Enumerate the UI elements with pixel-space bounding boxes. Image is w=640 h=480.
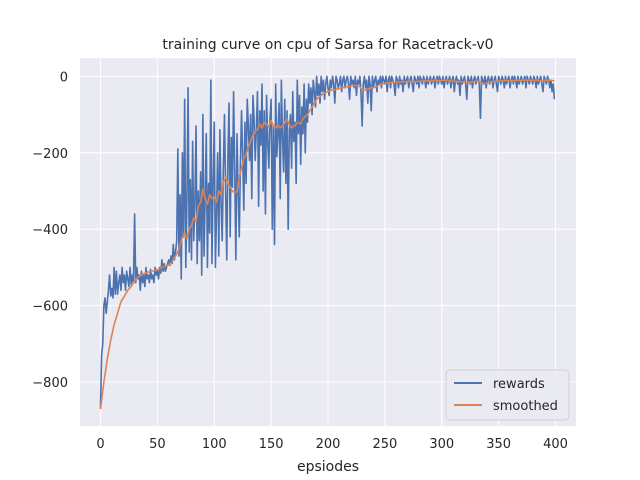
series-layer xyxy=(99,75,556,409)
x-tick-label: 150 xyxy=(259,437,284,452)
x-tick-label: 100 xyxy=(202,437,227,452)
y-tick-label: −600 xyxy=(32,300,68,315)
x-tick-label: 350 xyxy=(486,437,511,452)
series-line-rewards xyxy=(99,75,556,409)
y-tick-label: −400 xyxy=(32,223,68,238)
x-tick-label: 250 xyxy=(372,437,397,452)
x-tick-label: 50 xyxy=(149,437,166,452)
y-tick-label: −200 xyxy=(32,147,68,162)
chart-title: training curve on cpu of Sarsa for Racet… xyxy=(162,37,493,53)
legend-label-rewards: rewards xyxy=(493,377,545,392)
x-tick-label: 400 xyxy=(543,437,568,452)
x-tick-label: 300 xyxy=(429,437,454,452)
tick-labels: 0 50 100 150 200 250 300 350 400 0 −200 −400 −600 −80… xyxy=(32,70,568,452)
grid xyxy=(80,58,576,426)
y-tick-label: 0 xyxy=(60,70,68,85)
y-tick-label: −800 xyxy=(32,376,68,391)
x-axis-label: epsiodes xyxy=(297,459,359,475)
x-tick-label: 0 xyxy=(96,437,104,452)
series-line-smoothed xyxy=(99,79,555,409)
legend-label-smoothed: smoothed xyxy=(493,399,558,414)
x-tick-label: 200 xyxy=(316,437,341,452)
legend: rewards smoothed xyxy=(445,369,570,421)
